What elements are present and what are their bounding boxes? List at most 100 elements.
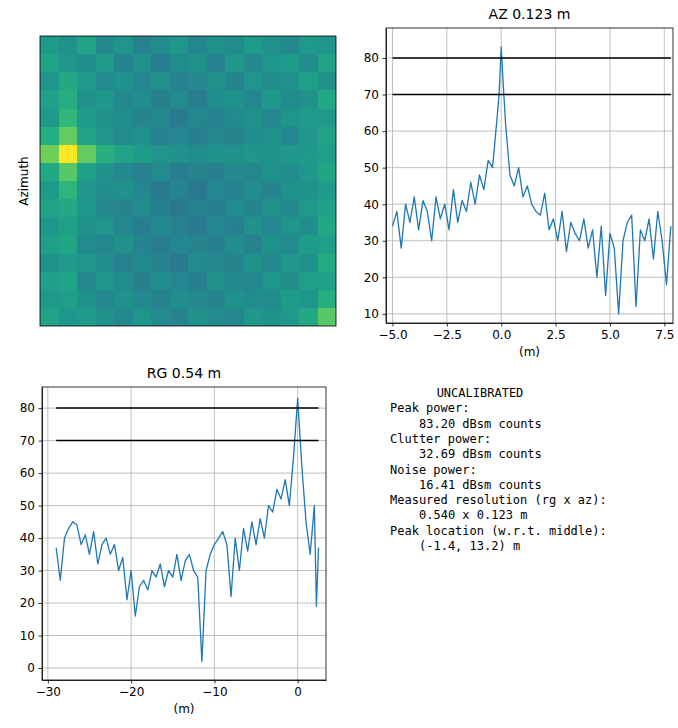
plot-frame xyxy=(42,387,326,680)
cell xyxy=(40,36,59,54)
x-axis-title: (m) xyxy=(173,702,194,716)
cell xyxy=(299,109,318,127)
cell xyxy=(225,72,244,90)
cell xyxy=(318,72,337,90)
tick-mark xyxy=(39,441,43,442)
cell xyxy=(188,217,207,235)
cell xyxy=(151,127,170,145)
cell xyxy=(262,163,281,181)
cell xyxy=(96,36,115,54)
tick-label: 70 xyxy=(364,88,379,102)
grid-line xyxy=(446,28,447,323)
cell xyxy=(170,199,189,217)
cell xyxy=(299,308,318,326)
x-axis: −5.0−2.50.02.55.07.5 xyxy=(378,323,674,342)
cell xyxy=(40,235,59,253)
cell xyxy=(262,90,281,108)
cell xyxy=(114,36,133,54)
grid-line xyxy=(131,387,132,680)
tick-label: 5.0 xyxy=(601,328,620,342)
cell xyxy=(59,163,78,181)
stat-value: 83.20 dBsm counts xyxy=(419,417,542,431)
tick-mark xyxy=(501,323,502,327)
cell xyxy=(133,272,152,290)
tick-mark xyxy=(664,323,665,327)
cell xyxy=(244,127,263,145)
cell xyxy=(225,217,244,235)
cell xyxy=(170,90,189,108)
cell xyxy=(77,36,96,54)
cell xyxy=(225,90,244,108)
cell xyxy=(77,272,96,290)
grid xyxy=(386,28,673,323)
cell xyxy=(281,145,300,163)
cell xyxy=(77,254,96,272)
cell xyxy=(207,36,226,54)
cell xyxy=(281,199,300,217)
cell xyxy=(40,90,59,108)
tick-mark xyxy=(39,603,43,604)
cell xyxy=(225,145,244,163)
cell xyxy=(281,181,300,199)
grid-line xyxy=(386,240,673,241)
grid-line xyxy=(42,635,326,636)
tick-mark xyxy=(447,323,448,327)
cell xyxy=(188,181,207,199)
tick: 30 xyxy=(20,564,42,578)
cell xyxy=(77,308,96,326)
cell xyxy=(151,145,170,163)
cell xyxy=(77,163,96,181)
cell xyxy=(151,290,170,308)
cell xyxy=(207,235,226,253)
cell xyxy=(96,145,115,163)
cell xyxy=(151,217,170,235)
cell xyxy=(170,217,189,235)
cell xyxy=(225,36,244,54)
cell xyxy=(207,127,226,145)
cell xyxy=(281,163,300,181)
cell xyxy=(225,308,244,326)
cell xyxy=(225,235,244,253)
cell xyxy=(299,72,318,90)
tick-label: 50 xyxy=(364,161,379,175)
tick-mark xyxy=(383,241,387,242)
cell xyxy=(225,127,244,145)
cell xyxy=(40,145,59,163)
cell xyxy=(318,90,337,108)
plot-frame xyxy=(40,36,336,326)
plot-data xyxy=(56,398,318,661)
cell xyxy=(244,54,263,72)
cell xyxy=(114,54,133,72)
tick-label: 0.0 xyxy=(492,328,511,342)
cell xyxy=(170,272,189,290)
cell xyxy=(114,90,133,108)
cell xyxy=(77,127,96,145)
tick-mark xyxy=(383,58,387,59)
cell xyxy=(262,54,281,72)
tick: 60 xyxy=(364,124,386,138)
tick-label: 60 xyxy=(364,124,379,138)
cell xyxy=(207,290,226,308)
cell xyxy=(225,290,244,308)
profile-line xyxy=(393,47,671,314)
cell xyxy=(207,308,226,326)
cell xyxy=(188,308,207,326)
cell xyxy=(244,109,263,127)
cell xyxy=(40,109,59,127)
cell xyxy=(262,72,281,90)
cell xyxy=(244,90,263,108)
tick-mark xyxy=(383,314,387,315)
cell xyxy=(40,72,59,90)
cell xyxy=(96,72,115,90)
cell xyxy=(299,235,318,253)
cell xyxy=(77,199,96,217)
axis-domain xyxy=(43,680,327,681)
tick-label: −20 xyxy=(119,685,144,699)
cell xyxy=(188,109,207,127)
cell xyxy=(133,90,152,108)
cell xyxy=(262,36,281,54)
cell xyxy=(244,181,263,199)
cell xyxy=(151,235,170,253)
cell xyxy=(114,235,133,253)
chart-title: AZ 0.123 m xyxy=(489,6,571,22)
